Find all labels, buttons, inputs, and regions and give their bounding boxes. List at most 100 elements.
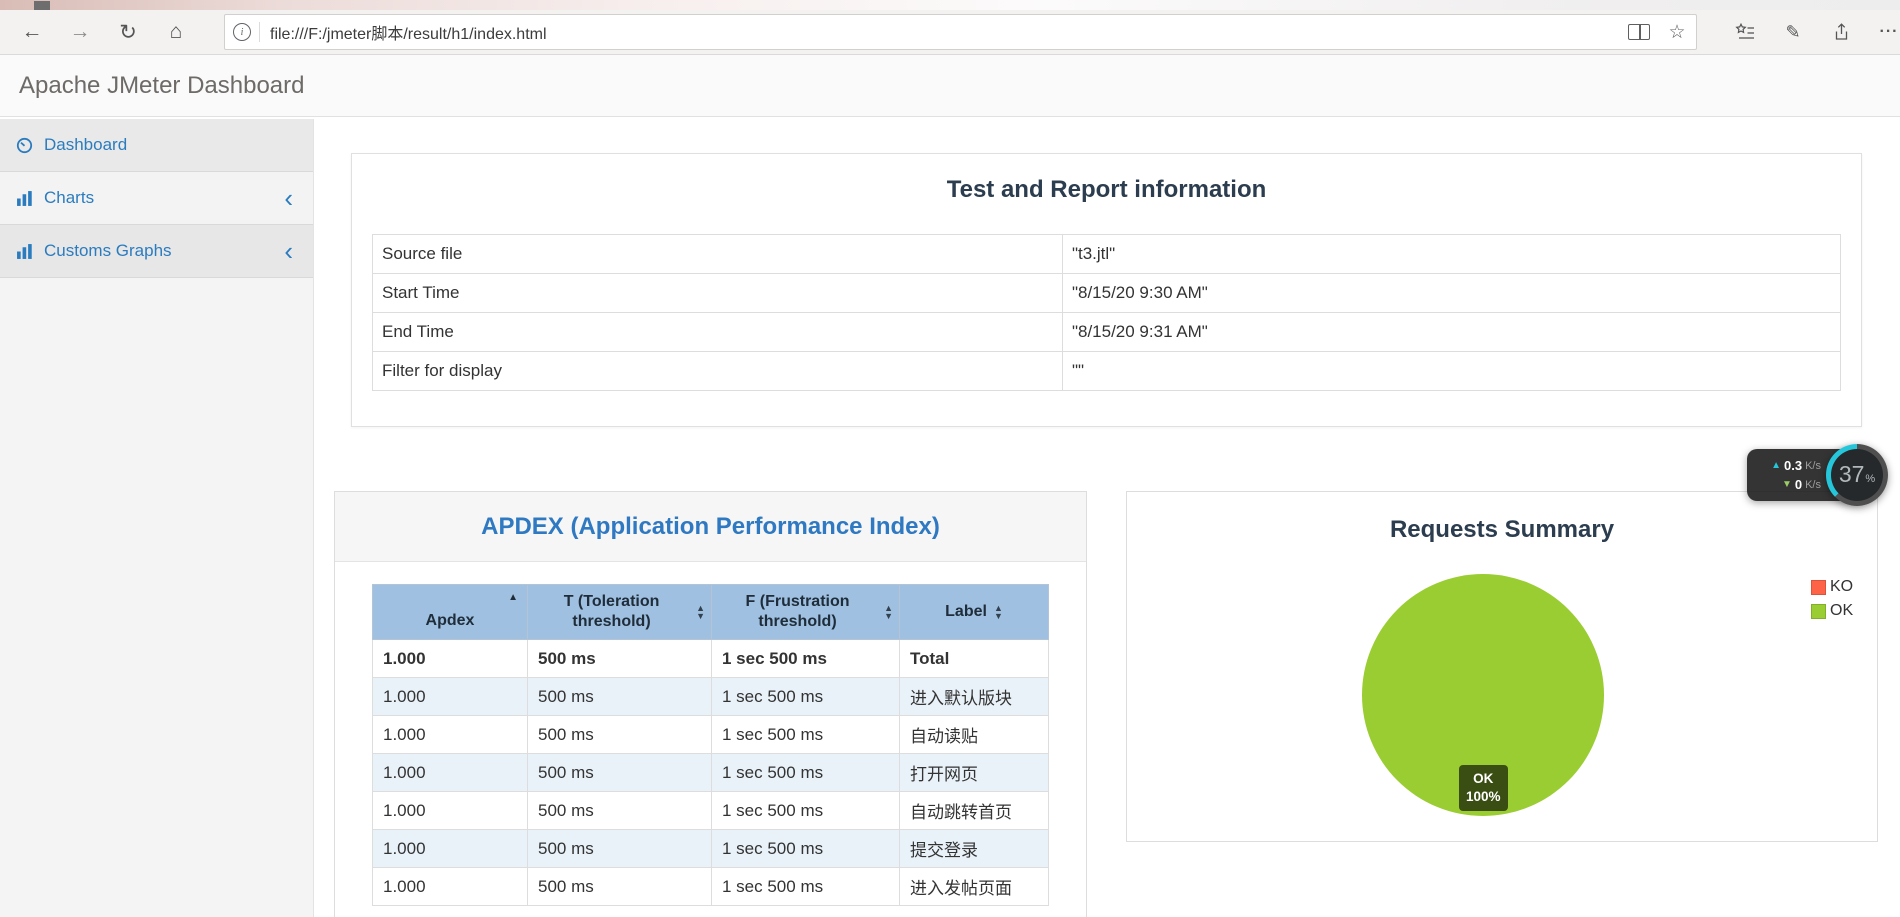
hub-favorites-button[interactable]	[1721, 12, 1769, 52]
table-row: 1.000 500 ms 1 sec 500 ms Total	[372, 639, 1049, 678]
column-header-frustration[interactable]: F (Frustration threshold) ▲ ▼	[711, 584, 900, 640]
percent-value: 37	[1838, 461, 1865, 487]
table-cell: 进入发帖页面	[899, 867, 1049, 906]
home-icon: ⌂	[169, 20, 183, 43]
download-arrow-icon: ▼	[1781, 479, 1792, 490]
table-row: 1.000 500 ms 1 sec 500 ms 提交登录	[372, 829, 1049, 868]
share-button[interactable]	[1817, 12, 1865, 52]
reading-view-button[interactable]	[1620, 16, 1658, 48]
column-label: F (Frustration threshold)	[745, 593, 850, 630]
table-cell: 1.000	[372, 867, 528, 906]
add-favorite-button[interactable]: ☆	[1658, 16, 1696, 48]
info-value: "t3.jtl"	[1061, 234, 1842, 274]
page-title: Apache JMeter Dashboard	[19, 71, 305, 99]
table-cell: 500 ms	[527, 677, 712, 716]
test-report-info-panel: Test and Report information Source file …	[351, 153, 1862, 427]
home-button[interactable]: ⌂	[152, 12, 200, 52]
requests-summary-panel: Requests Summary OK 100% KO OK	[1126, 491, 1878, 842]
table-cell: Total	[899, 639, 1049, 678]
table-row: Start Time "8/15/20 9:30 AM"	[372, 273, 1842, 313]
web-note-button[interactable]: ✎	[1769, 12, 1817, 52]
page-header: Apache JMeter Dashboard	[0, 55, 1900, 117]
apdex-panel-header[interactable]: APDEX (Application Performance Index)	[335, 492, 1086, 562]
table-cell: 500 ms	[527, 867, 712, 906]
table-row: 1.000 500 ms 1 sec 500 ms 自动读贴	[372, 715, 1049, 754]
table-cell: 1.000	[372, 677, 528, 716]
sidebar-item-label: Customs Graphs	[44, 241, 172, 260]
table-cell: 500 ms	[527, 829, 712, 868]
upload-arrow-icon: ▲	[1771, 460, 1782, 471]
address-bar-divider	[259, 22, 260, 42]
reading-view-icon	[1628, 24, 1650, 40]
page-info-button[interactable]: i	[225, 23, 259, 41]
pie-label-name: OK	[1473, 771, 1494, 786]
sidebar-item-charts[interactable]: Charts ‹	[0, 172, 313, 225]
percent-symbol: %	[1865, 473, 1876, 485]
column-header-label[interactable]: Label ▲ ▼	[899, 584, 1049, 640]
chevron-left-icon: ‹	[284, 236, 293, 266]
info-label: Start Time	[372, 273, 1063, 313]
percent-ring-badge[interactable]: 37 %	[1826, 444, 1888, 506]
column-label: T (Toleration threshold)	[563, 593, 660, 630]
download-speed-unit: K/s	[1805, 478, 1821, 491]
chevron-left-icon: ‹	[284, 183, 293, 213]
column-header-toleration[interactable]: T (Toleration threshold) ▲ ▼	[527, 584, 712, 640]
back-button[interactable]: ←	[8, 12, 56, 52]
address-bar[interactable]: i file:///F:/jmeter脚本/result/h1/index.ht…	[224, 14, 1697, 50]
upload-speed-row: ▲ 0.3 K/s	[1759, 456, 1821, 475]
bar-chart-icon	[17, 190, 32, 206]
table-cell: 1.000	[372, 639, 528, 678]
hub-icon	[1735, 23, 1754, 39]
browser-toolbar: ← → ↻ ⌂ i file:///F:/jmeter脚本/result/h1/…	[0, 10, 1900, 55]
table-cell: 1 sec 500 ms	[711, 715, 900, 754]
info-value: "8/15/20 9:31 AM"	[1061, 312, 1842, 352]
legend-label: OK	[1830, 602, 1854, 619]
sidebar-item-dashboard[interactable]: Dashboard	[0, 119, 313, 172]
info-label: Filter for display	[372, 351, 1063, 391]
table-cell: 进入默认版块	[899, 677, 1049, 716]
column-label: Label	[945, 603, 987, 620]
table-row: Source file "t3.jtl"	[372, 234, 1842, 274]
column-header-apdex[interactable]: Apdex ▲	[372, 584, 528, 640]
url-text[interactable]: file:///F:/jmeter脚本/result/h1/index.html	[270, 26, 547, 43]
table-row: 1.000 500 ms 1 sec 500 ms 打开网页	[372, 753, 1049, 792]
pie-label-percent: 100%	[1466, 789, 1501, 805]
sort-icon: ▲ ▼	[884, 603, 893, 621]
table-row: End Time "8/15/20 9:31 AM"	[372, 312, 1842, 352]
table-cell: 1 sec 500 ms	[711, 791, 900, 830]
bar-chart-icon	[17, 243, 32, 259]
toolbar-right-icons: ✎ ···	[1721, 12, 1900, 52]
table-cell: 1.000	[372, 791, 528, 830]
chart-legend: KO OK	[1811, 578, 1853, 626]
sidebar: Dashboard Charts ‹ Customs Graphs ‹	[0, 119, 314, 917]
sort-icon: ▲ ▼	[696, 603, 705, 621]
table-cell: 1 sec 500 ms	[711, 867, 900, 906]
table-cell: 自动跳转首页	[899, 791, 1049, 830]
test-info-table: Source file "t3.jtl" Start Time "8/15/20…	[372, 234, 1842, 391]
main-content: Test and Report information Source file …	[315, 119, 1900, 917]
refresh-button[interactable]: ↻	[104, 12, 152, 52]
sidebar-item-customs-graphs[interactable]: Customs Graphs ‹	[0, 225, 313, 278]
info-label: End Time	[372, 312, 1063, 352]
forward-icon: →	[69, 20, 91, 43]
table-cell: 1 sec 500 ms	[711, 677, 900, 716]
column-label: Apdex	[425, 612, 475, 629]
table-cell: 1.000	[372, 829, 528, 868]
panel-title: APDEX (Application Performance Index)	[481, 512, 940, 540]
sidebar-item-label: Dashboard	[44, 135, 128, 154]
table-header-row: Apdex ▲ T (Toleration threshold) ▲ ▼ F (F…	[372, 584, 1049, 640]
table-cell: 打开网页	[899, 753, 1049, 792]
more-button[interactable]: ···	[1865, 12, 1900, 52]
dashboard-gauge-icon	[16, 137, 33, 153]
download-speed-value: 0	[1794, 477, 1803, 492]
legend-item-ok: OK	[1811, 602, 1853, 620]
table-cell: 500 ms	[527, 753, 712, 792]
table-row: 1.000 500 ms 1 sec 500 ms 进入默认版块	[372, 677, 1049, 716]
forward-button[interactable]: →	[56, 12, 104, 52]
legend-label: KO	[1830, 578, 1854, 595]
table-row: Filter for display ""	[372, 351, 1842, 391]
info-icon: i	[233, 23, 251, 41]
ko-color-swatch	[1811, 579, 1826, 595]
refresh-icon: ↻	[119, 20, 137, 44]
